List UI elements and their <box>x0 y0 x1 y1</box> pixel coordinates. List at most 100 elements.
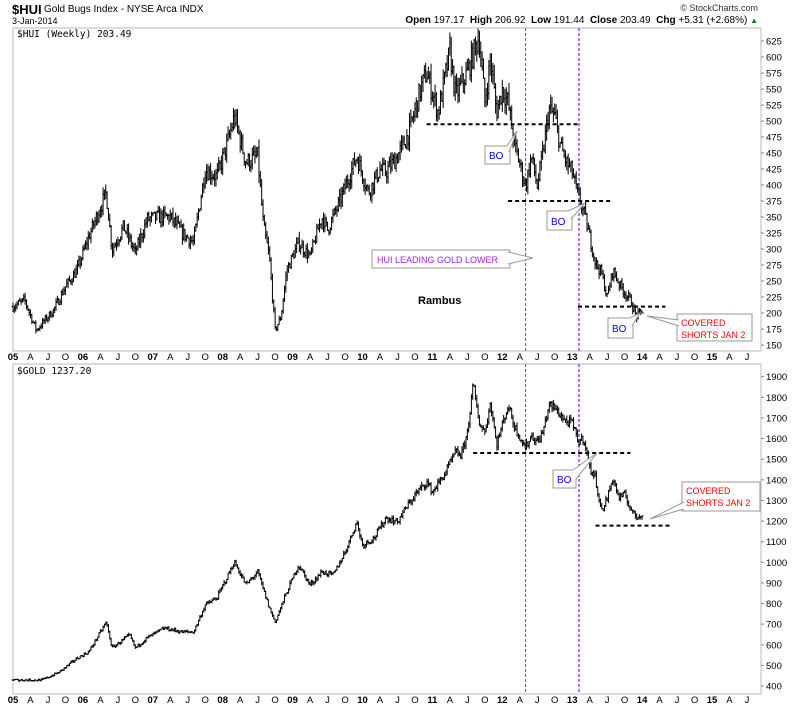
y-tick-label: 600 <box>766 640 782 651</box>
x-tick-label: O <box>341 695 348 704</box>
y-tick-label: 300 <box>766 245 782 256</box>
x-tick-label: A <box>307 352 314 363</box>
y-tick-label: 500 <box>766 117 782 128</box>
hui-leading-text: HUI LEADING GOLD LOWER <box>377 255 499 265</box>
open-label: Open <box>405 15 431 26</box>
x-tick-label: 11 <box>427 695 438 704</box>
x-tick-label: 05 <box>8 695 19 704</box>
high-label: High <box>469 15 493 26</box>
x-tick-label: O <box>62 352 69 363</box>
hui-panel-label: $HUI (Weekly) 203.49 <box>17 29 132 40</box>
low-value: 191.44 <box>553 15 585 26</box>
x-tick-label: J <box>605 352 610 363</box>
covered-text: SHORTS JAN 2 <box>681 330 745 340</box>
x-tick-label: 13 <box>567 352 578 363</box>
y-tick-label: 1400 <box>766 475 787 486</box>
x-tick-label: 08 <box>217 352 228 363</box>
x-tick-label: 12 <box>497 695 508 704</box>
covered-text: COVERED <box>681 318 726 328</box>
y-tick-label: 400 <box>766 682 782 693</box>
y-tick-label: 1300 <box>766 496 787 507</box>
x-tick-label: A <box>237 695 244 704</box>
ohlc-summary: Open 197.17 High 206.92 Low 191.44 Close… <box>405 15 758 26</box>
x-tick-label: O <box>691 352 698 363</box>
low-label: Low <box>531 15 552 26</box>
chart-date: 3-Jan-2014 <box>12 16 58 26</box>
x-tick-label: O <box>551 695 558 704</box>
y-tick-label: 625 <box>766 37 782 48</box>
x-tick-label: 15 <box>707 695 718 704</box>
x-tick-label: J <box>255 352 260 363</box>
x-tick-label: A <box>517 352 524 363</box>
x-tick-label: J <box>115 695 120 704</box>
y-tick-label: 550 <box>766 85 782 96</box>
bo-callout-gold: BO <box>552 452 598 489</box>
plot-area <box>12 27 762 352</box>
x-tick-label: J <box>605 695 610 704</box>
x-tick-label: 07 <box>148 352 159 363</box>
x-tick-label: J <box>325 352 330 363</box>
chg-value: +5.31 (+2.68%) <box>678 15 748 26</box>
x-tick-label: J <box>395 352 400 363</box>
open-value: 197.17 <box>433 15 465 26</box>
bo-callout-3: BO <box>607 311 642 339</box>
x-tick-label: 06 <box>78 352 89 363</box>
stockcharts-credit: © StockCharts.com <box>680 3 758 13</box>
x-tick-label: A <box>587 695 594 704</box>
y-tick-label: 1000 <box>766 558 787 569</box>
x-tick-label: A <box>656 695 663 704</box>
x-tick-label: J <box>465 352 470 363</box>
y-tick-label: 150 <box>766 341 782 352</box>
x-tick-label: J <box>745 352 750 363</box>
bo-label: BO <box>557 475 572 486</box>
gold-annotations: BO COVERED SHORTS JAN 2 <box>552 452 761 520</box>
x-tick-label: O <box>341 352 348 363</box>
y-tick-label: 425 <box>766 165 782 176</box>
x-tick-label: A <box>726 352 733 363</box>
x-tick-label: O <box>621 695 628 704</box>
x-tick-label: J <box>185 352 190 363</box>
up-arrow-icon: ▲ <box>750 16 758 25</box>
x-tick-label: O <box>481 352 488 363</box>
x-tick-label: O <box>132 695 139 704</box>
x-tick-label: O <box>132 352 139 363</box>
covered-callout-hui: COVERED SHORTS JAN 2 <box>646 313 753 342</box>
x-tick-label: 15 <box>707 352 718 363</box>
hui-annotations: BO BO BO HUI LEADING GOLD LOWER Rambus C… <box>371 130 753 342</box>
x-tick-label: O <box>551 352 558 363</box>
y-tick-label: 1200 <box>766 517 787 528</box>
x-tick-label: A <box>656 352 663 363</box>
x-tick-label: J <box>535 695 540 704</box>
x-tick-label: J <box>325 695 330 704</box>
gold-panel: 400 500 600 700 800 900 1000 1100 1200 1300 1400 15… <box>8 363 787 704</box>
bo-callout-1: BO <box>484 130 518 165</box>
x-tick-label: 14 <box>637 695 648 704</box>
x-tick-label: J <box>395 695 400 704</box>
y-tick-label: 175 <box>766 325 782 336</box>
x-tick-label: 14 <box>637 352 648 363</box>
gold-panel-label: $GOLD 1237.20 <box>17 366 92 377</box>
covered-callout-gold: COVERED SHORTS JAN 2 <box>649 481 761 520</box>
x-tick-label: A <box>307 695 314 704</box>
x-tick-label: A <box>167 352 174 363</box>
y-tick-label: 400 <box>766 181 782 192</box>
x-tick-label: J <box>675 695 680 704</box>
close-value: 203.49 <box>619 15 651 26</box>
x-tick-label: J <box>465 695 470 704</box>
y-tick-label: 1100 <box>766 537 786 548</box>
x-tick-label: J <box>46 352 51 363</box>
x-tick-label: 09 <box>287 695 298 704</box>
close-label: Close <box>589 15 618 26</box>
x-tick-label: O <box>411 695 418 704</box>
y-tick-label: 1600 <box>766 434 787 445</box>
x-tick-label: 12 <box>497 352 508 363</box>
bo-callout-2: BO <box>546 202 586 231</box>
x-tick-label: A <box>377 352 384 363</box>
bo-label: BO <box>612 324 627 335</box>
author-label: Rambus <box>418 295 461 307</box>
x-tick-label: J <box>115 352 120 363</box>
x-tick-label: A <box>377 695 384 704</box>
x-tick-label: J <box>185 695 190 704</box>
price-bar <box>640 515 644 520</box>
y-tick-label: 525 <box>766 101 782 112</box>
